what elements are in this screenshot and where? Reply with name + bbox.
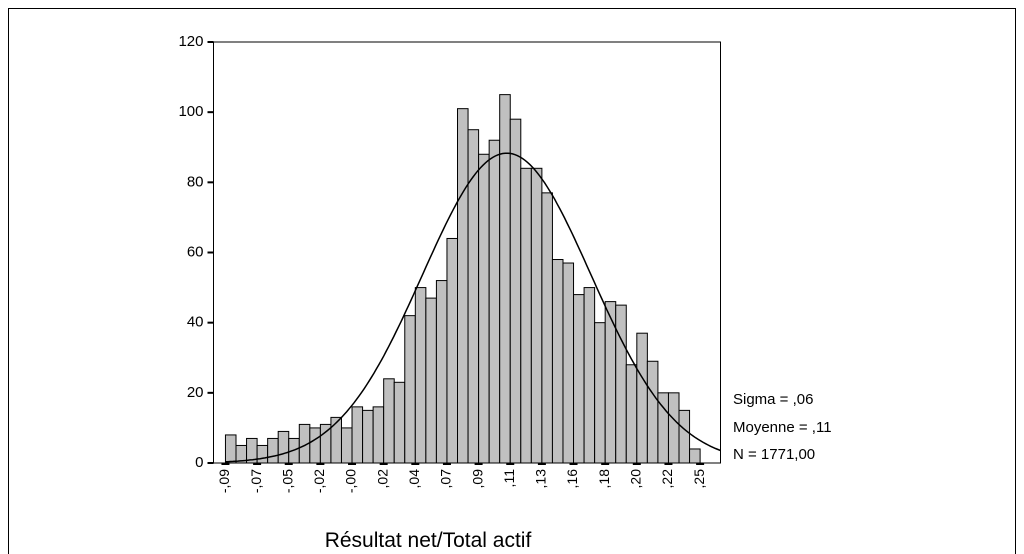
bar: [478, 153, 490, 464]
y-tick-label: 80: [187, 173, 204, 190]
y-tick-label: 100: [178, 103, 203, 120]
bar: [499, 94, 511, 464]
bar: [541, 192, 553, 464]
y-tick-label: 60: [187, 243, 204, 260]
bar: [551, 259, 564, 464]
x-tick-label: -,05: [279, 469, 295, 493]
bar: [573, 294, 585, 464]
stat-sigma: Sigma = ,06: [733, 391, 813, 408]
bar: [467, 129, 480, 464]
bar: [372, 406, 385, 464]
bar: [615, 304, 627, 464]
bar: [457, 108, 469, 464]
bar: [414, 287, 427, 464]
bar: [678, 409, 691, 464]
x-tick-label: ,22: [659, 469, 675, 489]
bar: [224, 434, 237, 464]
y-tick-label: 120: [178, 33, 203, 50]
bar: [340, 427, 353, 464]
bar: [667, 392, 680, 464]
bar: [404, 315, 416, 464]
bar: [625, 364, 638, 464]
bar: [425, 297, 437, 464]
x-axis-label: Résultat net/Total actif: [325, 529, 532, 552]
bar: [562, 262, 575, 464]
bar: [594, 322, 606, 464]
stat-n: N = 1771,00: [733, 446, 815, 463]
x-tick-label: ,25: [691, 469, 707, 489]
x-tick-label: -,09: [216, 469, 232, 493]
x-tick-label: -,00: [343, 469, 359, 493]
x-tick-label: ,04: [406, 469, 422, 489]
x-tick-label: -,02: [311, 469, 327, 493]
bar: [383, 378, 395, 464]
bar: [330, 416, 342, 464]
bar: [583, 287, 596, 464]
x-tick-label: ,09: [469, 469, 485, 489]
bar: [309, 427, 321, 464]
bar: [488, 139, 501, 464]
x-tick-label: ,07: [438, 469, 454, 489]
x-tick-label: ,11: [501, 469, 517, 488]
x-tick-label: ,16: [564, 469, 580, 489]
normal-curve: [225, 152, 721, 463]
y-tick-label: 0: [195, 454, 203, 471]
bar: [646, 360, 659, 464]
x-tick-label: -,07: [248, 469, 264, 493]
bar: [319, 423, 332, 464]
y-tick-label: 40: [187, 314, 204, 331]
x-tick-label: ,02: [374, 469, 390, 489]
bar: [435, 280, 448, 464]
stat-mean: Moyenne = ,11: [733, 419, 832, 436]
bar: [362, 409, 374, 464]
bar: [509, 118, 522, 464]
bar: [256, 444, 269, 464]
bar: [267, 437, 279, 464]
x-tick-label: ,18: [596, 469, 612, 489]
outer-frame: [8, 8, 1016, 554]
bar: [351, 406, 364, 464]
bar: [689, 448, 701, 464]
bar: [530, 167, 543, 464]
bar: [277, 430, 290, 464]
bar: [393, 381, 406, 464]
x-tick-label: ,13: [533, 469, 549, 489]
x-tick-label: ,20: [628, 469, 644, 489]
y-tick-label: 20: [187, 384, 204, 401]
bar: [520, 167, 532, 464]
bar: [636, 332, 648, 464]
bar: [446, 237, 459, 464]
